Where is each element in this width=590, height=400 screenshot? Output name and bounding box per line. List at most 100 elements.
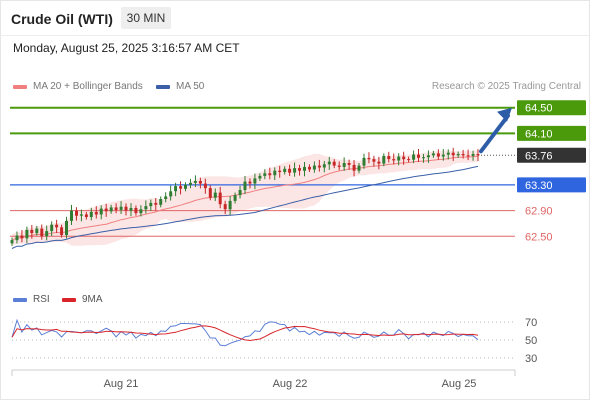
candle-body-89 <box>451 152 455 156</box>
candle-body-68 <box>347 163 351 165</box>
candle-body-55 <box>283 168 287 172</box>
candle-body-91 <box>461 154 465 156</box>
price-badge-63.76 <box>517 147 586 163</box>
candle-body-16 <box>89 211 93 217</box>
candle-body-24 <box>129 208 133 211</box>
candle-body-20 <box>109 207 113 212</box>
candle-body-35 <box>184 184 187 189</box>
candle-body-48 <box>248 181 252 184</box>
rsi-swatch <box>13 297 27 302</box>
candle-body-41 <box>213 192 217 198</box>
candle-body-94 <box>476 154 480 156</box>
price-label-64.50: 64.50 <box>525 103 553 115</box>
candle-body-10 <box>60 227 64 235</box>
candle-body-81 <box>412 154 416 160</box>
candle-body-19 <box>104 208 108 212</box>
candle-body-11 <box>65 220 68 235</box>
ma50-line <box>11 165 479 249</box>
candle-body-17 <box>94 211 98 215</box>
price-badge-64.50 <box>517 100 586 116</box>
candle-body-74 <box>377 161 381 164</box>
ma20-label: MA 20 + Bollinger Bands <box>33 81 143 92</box>
candle-body-15 <box>84 214 88 217</box>
candle-body-88 <box>446 152 450 155</box>
candle-body-25 <box>134 208 138 214</box>
candle-body-43 <box>223 204 227 210</box>
rsi-tick-30: 30 <box>525 353 537 365</box>
x-tick-label: Aug 21 <box>104 378 139 390</box>
candle-body-44 <box>228 200 232 210</box>
candle-body-69 <box>352 164 356 171</box>
price-label-62.90: 62.90 <box>525 206 553 218</box>
projection-arrow-shaft <box>479 113 510 154</box>
header-divider <box>0 35 590 36</box>
research-credit: Research © 2025 Trading Central <box>431 81 581 92</box>
ma20-swatch <box>13 84 27 89</box>
price-label-64.10: 64.10 <box>525 128 553 140</box>
candle-body-84 <box>426 155 430 158</box>
candle-body-30 <box>159 199 163 205</box>
candle-body-6 <box>40 228 44 237</box>
ma50-swatch <box>156 84 170 89</box>
candle-body-9 <box>55 224 59 228</box>
candle-body-13 <box>75 210 78 216</box>
candle-body-71 <box>362 157 366 166</box>
candle-body-37 <box>193 181 197 183</box>
price-label-63.76: 63.76 <box>525 150 553 162</box>
candle-body-83 <box>422 157 425 159</box>
ma50-label: MA 50 <box>176 81 205 92</box>
instrument-title: Crude Oil (WTI) <box>11 11 113 27</box>
candle-body-31 <box>164 196 168 199</box>
candle-body-28 <box>149 202 153 207</box>
candle-body-8 <box>50 224 54 232</box>
candle-body-85 <box>431 153 435 156</box>
candle-body-29 <box>154 202 158 205</box>
candle-body-33 <box>174 186 178 192</box>
x-tick-label: Aug 22 <box>273 378 308 390</box>
candle-body-50 <box>258 175 262 179</box>
candle-body-82 <box>417 154 420 158</box>
price-badge-64.10 <box>517 125 586 141</box>
candle-body-53 <box>273 170 277 176</box>
legend-rsi: RSI <box>13 294 50 305</box>
candle-body-51 <box>263 173 267 176</box>
candle-body-46 <box>238 190 242 196</box>
candle-body-90 <box>456 154 460 156</box>
rsi-tick-50: 50 <box>525 335 537 347</box>
candle-body-59 <box>303 166 306 171</box>
candle-body-58 <box>298 168 301 171</box>
candle-body-23 <box>124 206 128 211</box>
candle-body-52 <box>268 173 272 176</box>
x-tick-label: Aug 25 <box>442 378 477 390</box>
candle-body-21 <box>114 207 118 210</box>
candle-body-73 <box>372 159 376 162</box>
candle-body-70 <box>357 165 361 171</box>
candle-body-36 <box>189 182 192 185</box>
rsi-label: RSI <box>33 294 50 305</box>
price-label-62.50: 62.50 <box>525 231 553 243</box>
price-badge-63.30 <box>517 177 586 193</box>
candle-body-7 <box>45 231 49 237</box>
rsi-tick-70: 70 <box>525 317 537 329</box>
candle-body-76 <box>387 155 391 160</box>
candle-body-87 <box>441 154 445 157</box>
candle-body-14 <box>79 214 83 216</box>
candle-body-67 <box>342 163 346 167</box>
candle-body-57 <box>293 168 297 173</box>
projection-arrow-head <box>497 107 512 122</box>
candle-body-63 <box>322 164 326 168</box>
legend-ma50: MA 50 <box>156 81 204 92</box>
candle-body-75 <box>382 155 386 164</box>
candle-body-86 <box>436 153 440 157</box>
bollinger-band <box>12 150 478 246</box>
ma9-swatch <box>62 297 76 302</box>
candle-body-27 <box>144 206 148 210</box>
candle-body-60 <box>308 166 311 170</box>
candle-body-32 <box>169 191 173 197</box>
interval-badge[interactable]: 30 MIN <box>121 7 171 29</box>
ma9-label: 9MA <box>82 294 103 305</box>
candle-body-80 <box>407 159 411 161</box>
legend-9ma: 9MA <box>62 294 103 305</box>
candle-body-1 <box>15 235 19 241</box>
